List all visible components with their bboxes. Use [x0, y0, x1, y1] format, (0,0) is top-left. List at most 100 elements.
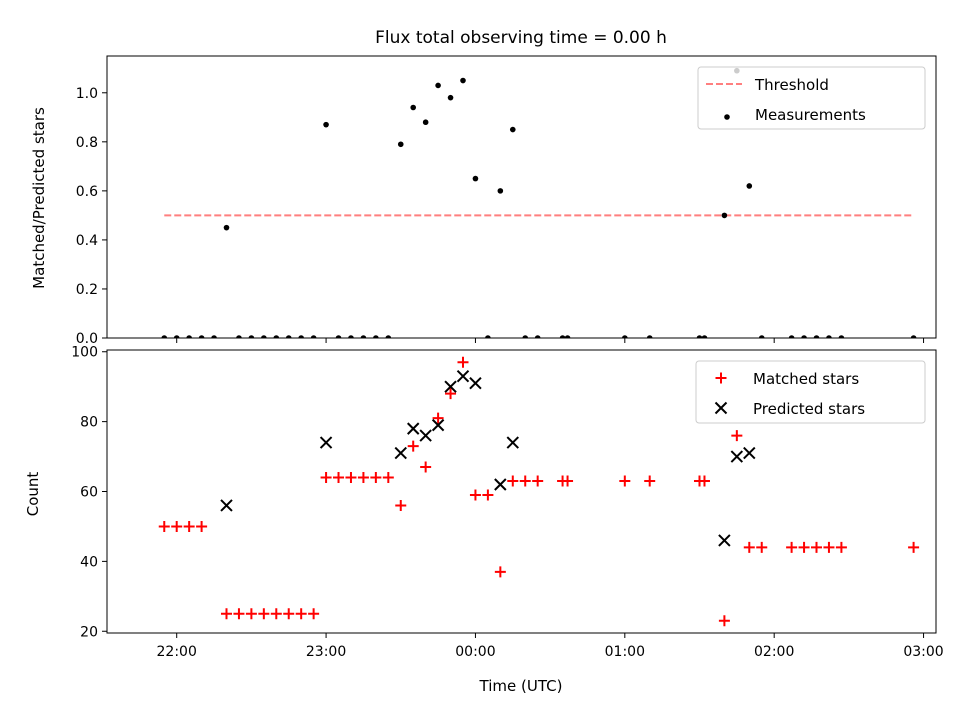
matched-star-point	[220, 608, 232, 620]
predicted-star-point	[220, 499, 233, 512]
top-legend-box	[697, 66, 926, 130]
matched-star-point	[835, 541, 847, 553]
predicted-star-point	[718, 534, 731, 547]
matched-star-point	[407, 440, 419, 452]
measurements-series	[161, 67, 917, 338]
top-axes-frame	[106, 55, 937, 339]
matched-star-point	[196, 520, 208, 532]
measurement-point	[758, 335, 765, 338]
matched-stars-series	[158, 356, 920, 627]
measurement-point	[826, 335, 832, 338]
legend-measurement-handle	[724, 114, 730, 120]
bottom-plot-area	[158, 356, 920, 627]
measurement-point	[360, 335, 367, 338]
top-y-tick-label: 0.6	[76, 184, 98, 200]
matched-star-point	[395, 499, 407, 511]
bottom-x-axis-label: Time (UTC)	[479, 677, 563, 695]
measurement-point	[298, 335, 304, 338]
top-legend: Threshold Measurements	[697, 66, 926, 130]
matched-star-point	[798, 541, 810, 553]
measurement-point	[273, 335, 280, 338]
matched-star-point	[731, 430, 743, 442]
matched-star-point	[233, 608, 245, 620]
measurement-point	[335, 335, 342, 338]
matched-star-point	[320, 472, 332, 484]
bottom-y-tick-label: 60	[80, 485, 98, 501]
measurement-point	[261, 335, 267, 338]
matched-star-point	[382, 472, 394, 484]
predicted-star-point	[406, 422, 420, 435]
bottom-y-tick-label: 80	[80, 415, 98, 431]
measurement-point	[198, 335, 205, 338]
bottom-x-tick-label: 22:00	[157, 644, 197, 660]
matched-star-point	[283, 608, 295, 620]
matched-star-point	[811, 541, 823, 553]
measurement-point	[564, 335, 571, 338]
matched-star-point	[718, 615, 730, 627]
matched-star-point	[457, 356, 469, 368]
bottom-y-axis-label: Count	[24, 472, 42, 517]
matched-star-point	[357, 472, 369, 484]
measurement-point	[838, 335, 845, 338]
matched-star-point	[756, 541, 768, 553]
bottom-y-tick-label: 40	[80, 554, 98, 570]
matched-star-point	[333, 472, 345, 484]
legend-label: Predicted stars	[753, 400, 865, 418]
matched-star-point	[432, 412, 444, 424]
measurement-point	[435, 82, 441, 89]
measurement-point	[161, 335, 168, 338]
measurement-point	[397, 141, 404, 148]
measurement-point	[721, 212, 728, 219]
bottom-x-tick-label: 23:00	[306, 644, 346, 660]
measurement-point	[385, 335, 392, 338]
measurement-point	[173, 335, 180, 338]
bottom-x-tick-label: 00:00	[455, 644, 495, 660]
legend-label: Measurements	[755, 106, 866, 124]
measurement-point	[186, 335, 192, 338]
bottom-y-tick-label: 20	[80, 624, 98, 640]
matched-star-point	[469, 489, 481, 501]
top-y-tick-label: 1.0	[76, 86, 98, 102]
matched-star-point	[245, 608, 257, 620]
measurement-point	[813, 335, 820, 338]
matched-star-point	[908, 541, 920, 553]
matched-star-point	[258, 608, 270, 620]
matched-star-point	[743, 541, 755, 553]
measurement-point	[236, 335, 242, 338]
bottom-panel: 22:00 23:00 00:00 01:00 02:00 03:00 20 40 60 80 10…	[71, 345, 943, 660]
measurement-point	[248, 335, 255, 338]
measurement-point	[323, 121, 329, 128]
measurement-point	[211, 335, 217, 338]
matched-star-point	[158, 520, 170, 532]
bottom-x-tick-label: 03:00	[903, 644, 943, 660]
measurement-point	[509, 126, 516, 133]
top-y-tick-label: 0.0	[76, 331, 98, 347]
measurement-point	[310, 335, 317, 338]
measurement-point	[746, 183, 753, 189]
measurement-point	[348, 335, 354, 338]
measurement-point	[447, 94, 454, 101]
top-y-tick-label: 0.4	[76, 233, 98, 249]
chart-title: Flux total observing time = 0.00 h	[375, 28, 667, 48]
matched-star-point	[345, 472, 357, 484]
measurement-point	[485, 335, 491, 338]
predicted-star-point	[730, 450, 744, 463]
top-y-tick-label: 0.2	[76, 282, 98, 298]
predicted-star-point	[506, 436, 519, 449]
top-y-tick-label: 0.8	[76, 135, 98, 151]
measurement-point	[223, 224, 230, 231]
predicted-star-point	[456, 369, 470, 383]
predicted-star-point	[469, 376, 482, 390]
top-panel: 0.0 0.2 0.4 0.6 0.8 1.0 Threshold Measurements	[76, 55, 937, 347]
measurement-point	[497, 188, 504, 194]
legend-label: Threshold	[754, 76, 829, 94]
predicted-star-point	[444, 380, 457, 393]
measurement-point	[534, 335, 541, 338]
matched-star-point	[619, 475, 631, 487]
top-plot-area	[161, 67, 917, 338]
measurement-point	[646, 335, 653, 338]
legend-predicted-handle	[714, 401, 728, 415]
matched-star-point	[507, 475, 519, 487]
measurement-point	[373, 335, 379, 338]
predicted-star-point	[431, 418, 445, 432]
